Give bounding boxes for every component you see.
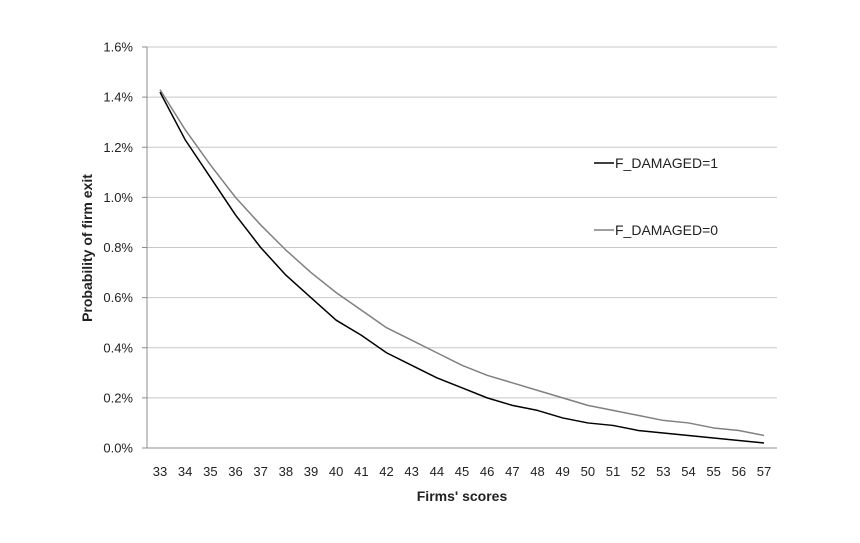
x-tick-label: 38 (279, 464, 293, 479)
x-tick-label: 44 (430, 464, 444, 479)
x-tick-label: 50 (581, 464, 595, 479)
x-tick-label: 49 (555, 464, 569, 479)
x-tick-label: 42 (379, 464, 393, 479)
grid (147, 46, 777, 399)
legend: F_DAMAGED=1 F_DAMAGED=0 (594, 155, 718, 238)
y-tick-label: 0.2% (103, 390, 133, 405)
y-tick-label: 1.2% (103, 140, 133, 155)
y-axis-title: Probability of firm exit (79, 174, 95, 322)
x-axis-title: Firms' scores (417, 488, 508, 504)
x-tick-label: 47 (505, 464, 519, 479)
x-tick-label: 35 (203, 464, 217, 479)
y-tick-label: 0.6% (103, 290, 133, 305)
x-tick-label: 33 (153, 464, 167, 479)
x-tick-label: 48 (530, 464, 544, 479)
x-tick-label: 43 (404, 464, 418, 479)
x-tick-label: 34 (178, 464, 192, 479)
y-tick-label: 0.4% (103, 340, 133, 355)
x-tick-label: 55 (706, 464, 720, 479)
x-tick-label: 36 (228, 464, 242, 479)
x-tick-label: 40 (329, 464, 343, 479)
x-tick-label: 51 (606, 464, 620, 479)
x-tick-label: 56 (732, 464, 746, 479)
series-line (159, 91, 765, 444)
y-tick-label: 0.8% (103, 240, 133, 255)
x-tick-label: 54 (681, 464, 695, 479)
y-tick-label: 1.4% (103, 90, 133, 105)
x-tick-label: 45 (455, 464, 469, 479)
x-tick-label: 39 (304, 464, 318, 479)
y-tick-labels: 0.0% 0.2% 0.4% 0.6% 0.8% 1.0% 1.2% 1.4% 1.6% (103, 40, 133, 456)
x-tick-label: 53 (656, 464, 670, 479)
series-line (159, 89, 765, 437)
x-tick-label: 41 (354, 464, 368, 479)
x-tick-labels: 33 34 35 36 37 38 39 40 41 42 43 44 45 46 47 48 49 50 51 52… (153, 464, 771, 479)
axes (142, 46, 777, 449)
y-tick-label: 1.6% (103, 40, 133, 55)
x-tick-label: 52 (631, 464, 645, 479)
legend-label: F_DAMAGED=0 (615, 222, 718, 238)
x-tick-label: 46 (480, 464, 494, 479)
x-tick-label: 37 (253, 464, 267, 479)
y-tick-label: 1.0% (103, 190, 133, 205)
legend-label: F_DAMAGED=1 (615, 155, 718, 171)
y-tick-label: 0.0% (103, 441, 133, 456)
series-lines (159, 89, 765, 444)
x-tick-label: 57 (757, 464, 771, 479)
